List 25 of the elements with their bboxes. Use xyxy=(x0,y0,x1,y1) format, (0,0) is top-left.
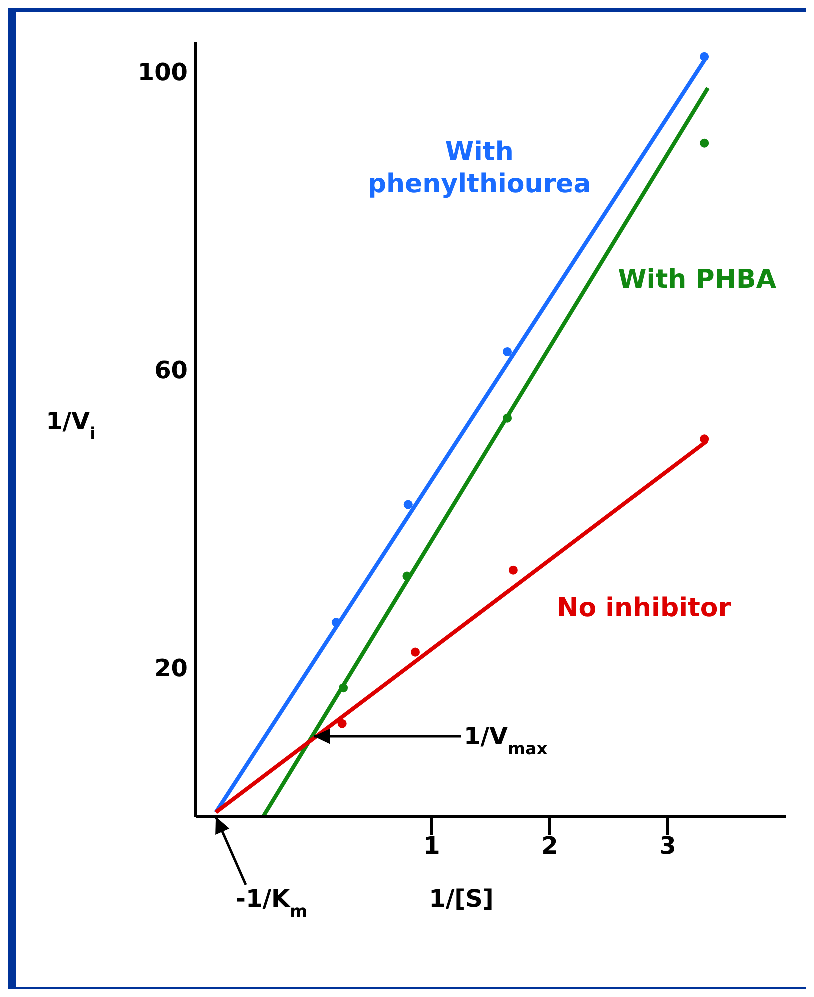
y-tick-label: 20 xyxy=(154,654,188,682)
point xyxy=(402,572,412,581)
point xyxy=(332,618,341,628)
point xyxy=(503,347,512,357)
point xyxy=(338,684,348,693)
point xyxy=(700,138,710,148)
point xyxy=(700,52,710,62)
series-label: No inhibitor xyxy=(556,593,732,624)
annotation: -1/K$_{m}$ xyxy=(236,885,308,921)
series-label: With PHBA xyxy=(618,265,776,296)
y-axis-title: 1/V$_{i}$ xyxy=(46,408,96,444)
y-tick-label: 60 xyxy=(154,356,188,384)
point xyxy=(338,719,347,728)
point xyxy=(503,414,512,423)
point xyxy=(508,566,518,575)
annotation: 1/V$_{max}$ xyxy=(464,722,548,759)
x-axis-title: 1/[S] xyxy=(429,885,494,913)
x-tick-label: 1 xyxy=(424,832,440,860)
point xyxy=(410,648,420,657)
series-label: With phenylthiourea xyxy=(368,138,592,200)
point xyxy=(404,500,413,510)
y-tick-label: 100 xyxy=(138,58,188,86)
point xyxy=(700,434,710,444)
x-tick-label: 2 xyxy=(542,832,558,860)
x-tick-label: 3 xyxy=(660,832,676,860)
